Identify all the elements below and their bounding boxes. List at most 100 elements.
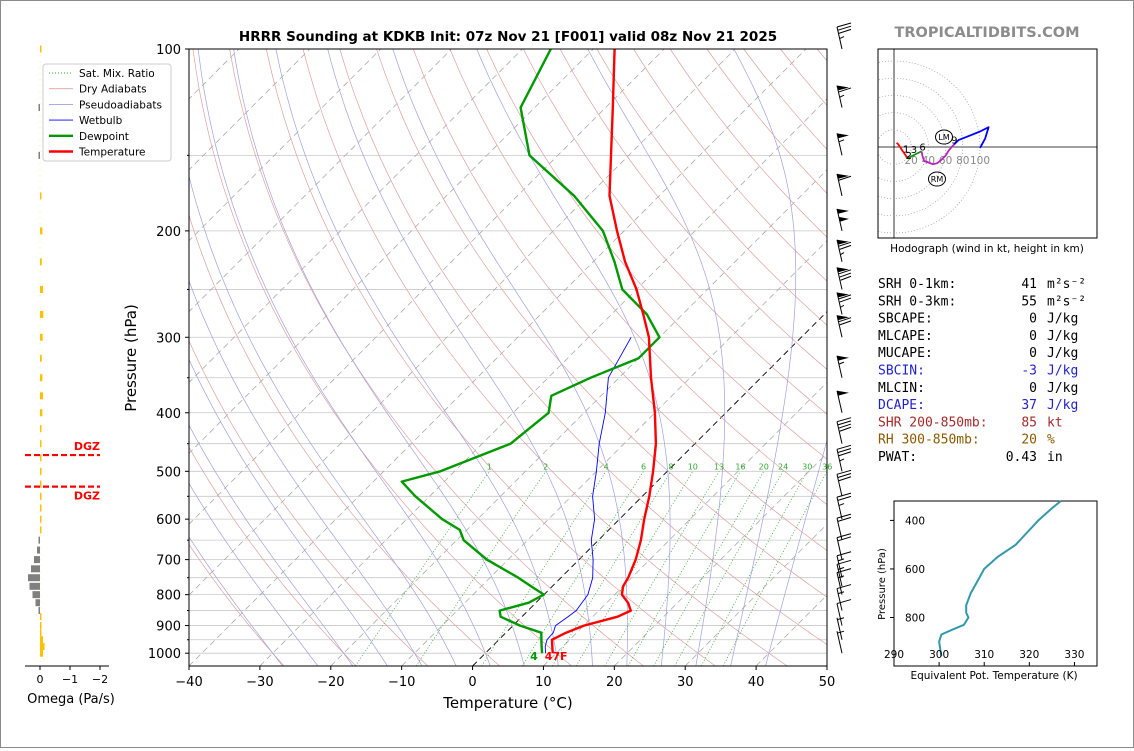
index-row: RH 300-850mb: 20%: [878, 433, 1055, 448]
wind-barb-staff: [836, 603, 843, 626]
omega-panel: 0 −1 −2 Omega (Pa/s) DGZ DGZ: [25, 45, 115, 707]
pressure-tick-label: 400: [156, 407, 181, 422]
storm-motion-marker: [928, 171, 946, 187]
omega-bar: [40, 192, 42, 200]
omega-tick-label: −1: [62, 673, 78, 686]
wind-barb: [836, 533, 852, 560]
theta-e-panel: 290 300 310 320 330 400 600 800 Equivalent Pot.…: [877, 500, 1098, 682]
wind-barb-full: [836, 599, 852, 605]
omega-bar: [37, 546, 40, 554]
omega-bar: [40, 492, 42, 500]
theta-e-y-tick-label: 800: [905, 612, 925, 624]
legend-label: Dry Adiabats: [79, 84, 147, 96]
index-value: 0.43: [1006, 450, 1037, 465]
wind-barb-full: [838, 451, 852, 457]
pressure-tick-label: 500: [156, 465, 181, 480]
hodograph-height-labels: 123 6 9LM RM: [903, 129, 958, 187]
wind-barb-flag: [837, 173, 849, 179]
omega-bar: [40, 613, 42, 621]
omega-bar: [40, 480, 42, 488]
wind-barb-staff: [836, 631, 843, 654]
mixing-ratio-line: [604, 471, 720, 666]
pressure-tick-label: 200: [156, 225, 181, 240]
wind-barb: [836, 267, 852, 290]
wind-barb: [836, 551, 852, 578]
index-unit: J/kg: [1047, 329, 1078, 344]
legend-label: Pseudoadiabats: [79, 99, 162, 111]
pseudoadiabat: [765, 439, 827, 666]
wind-barb-full: [836, 444, 852, 450]
hodograph-ring: [878, 95, 946, 199]
legend-label: Dewpoint: [79, 131, 129, 143]
wind-barb-staff: [836, 449, 843, 472]
omega-bar: [38, 607, 40, 615]
wind-barb-full: [839, 297, 852, 303]
wetbulb-line: [544, 337, 632, 654]
index-unit: m²s⁻²: [1047, 277, 1086, 292]
mixing-ratio-line: [415, 471, 547, 666]
hodograph-trace: [895, 126, 990, 166]
wind-barb: [836, 444, 852, 472]
index-row: MLCAPE: 0 J/kg: [878, 329, 1078, 344]
index-label: SBCIN:: [878, 364, 925, 379]
index-label: SRH 0-1km:: [878, 277, 956, 292]
wind-barb-full: [836, 469, 852, 475]
wind-barb-full: [838, 175, 852, 181]
dry-adiabat: [559, 49, 827, 370]
index-row: MLCIN: 0 J/kg: [878, 381, 1078, 396]
hodograph-segment: [953, 126, 990, 149]
wind-barb: [836, 390, 849, 413]
index-value: 37: [1021, 398, 1037, 413]
wind-barb-half: [838, 503, 845, 507]
pressure-axis: 100 200 300 400 500 600 700 800 900 1000: [148, 43, 189, 662]
wind-barb: [836, 133, 849, 156]
omega-tick-label: 0: [37, 673, 44, 686]
wind-barb: [836, 239, 852, 262]
wind-barb-full: [836, 492, 852, 498]
theta-e-x-label: Equivalent Pot. Temperature (K): [910, 670, 1077, 682]
wind-barb-full: [839, 426, 852, 432]
pseudoadiabat: [327, 49, 593, 666]
omega-bar: [40, 45, 42, 53]
wind-barb-half: [840, 304, 845, 308]
dry-adiabat: [523, 49, 827, 415]
omega-bar: [40, 636, 43, 644]
pseudoadiabat: [189, 280, 423, 666]
pseudoadiabat: [189, 536, 283, 666]
wind-barb: [836, 599, 852, 626]
wind-barb-full: [836, 22, 852, 28]
skewt-y-label: Pressure (hPa): [122, 304, 140, 412]
temperature-tick-label: 20: [606, 675, 623, 690]
wind-barb: [836, 417, 852, 444]
pressure-tick-label: 700: [156, 554, 181, 569]
index-unit: J/kg: [1047, 312, 1078, 327]
wind-barb-staff: [836, 617, 843, 640]
hodograph-segment: [920, 143, 955, 166]
wind-barb-full: [837, 536, 852, 542]
isotherm-line: [614, 452, 827, 666]
wind-barb-full: [837, 25, 852, 31]
omega-bar: [40, 622, 42, 630]
hodograph-segment: [908, 150, 922, 159]
omega-bar: [40, 374, 43, 382]
wind-barb-full: [836, 584, 852, 590]
theta-e-line: [938, 500, 1062, 657]
pseudoadiabat: [275, 49, 559, 666]
chart-title: HRRR Sounding at KDKB Init: 07z Nov 21 […: [239, 29, 777, 45]
index-row: MUCAPE: 0 J/kg: [878, 346, 1078, 361]
temperature-tick-label: 0: [468, 675, 476, 690]
isotherm-line: [189, 49, 807, 666]
mixing-ratio-label: 1: [487, 462, 492, 471]
mixing-ratio-label: 30: [802, 462, 812, 471]
wind-barb: [836, 315, 852, 338]
wind-barb-full: [838, 241, 852, 247]
dry-adiabat: [339, 49, 827, 646]
omega-bar: [38, 151, 40, 159]
wind-barb: [836, 568, 852, 595]
index-row: SRH 0-1km: 41 m²s⁻²: [878, 277, 1086, 292]
mixing-ratio-label: 2: [543, 462, 548, 471]
omega-bar: [40, 285, 43, 293]
mixing-ratio-line: [674, 471, 784, 666]
